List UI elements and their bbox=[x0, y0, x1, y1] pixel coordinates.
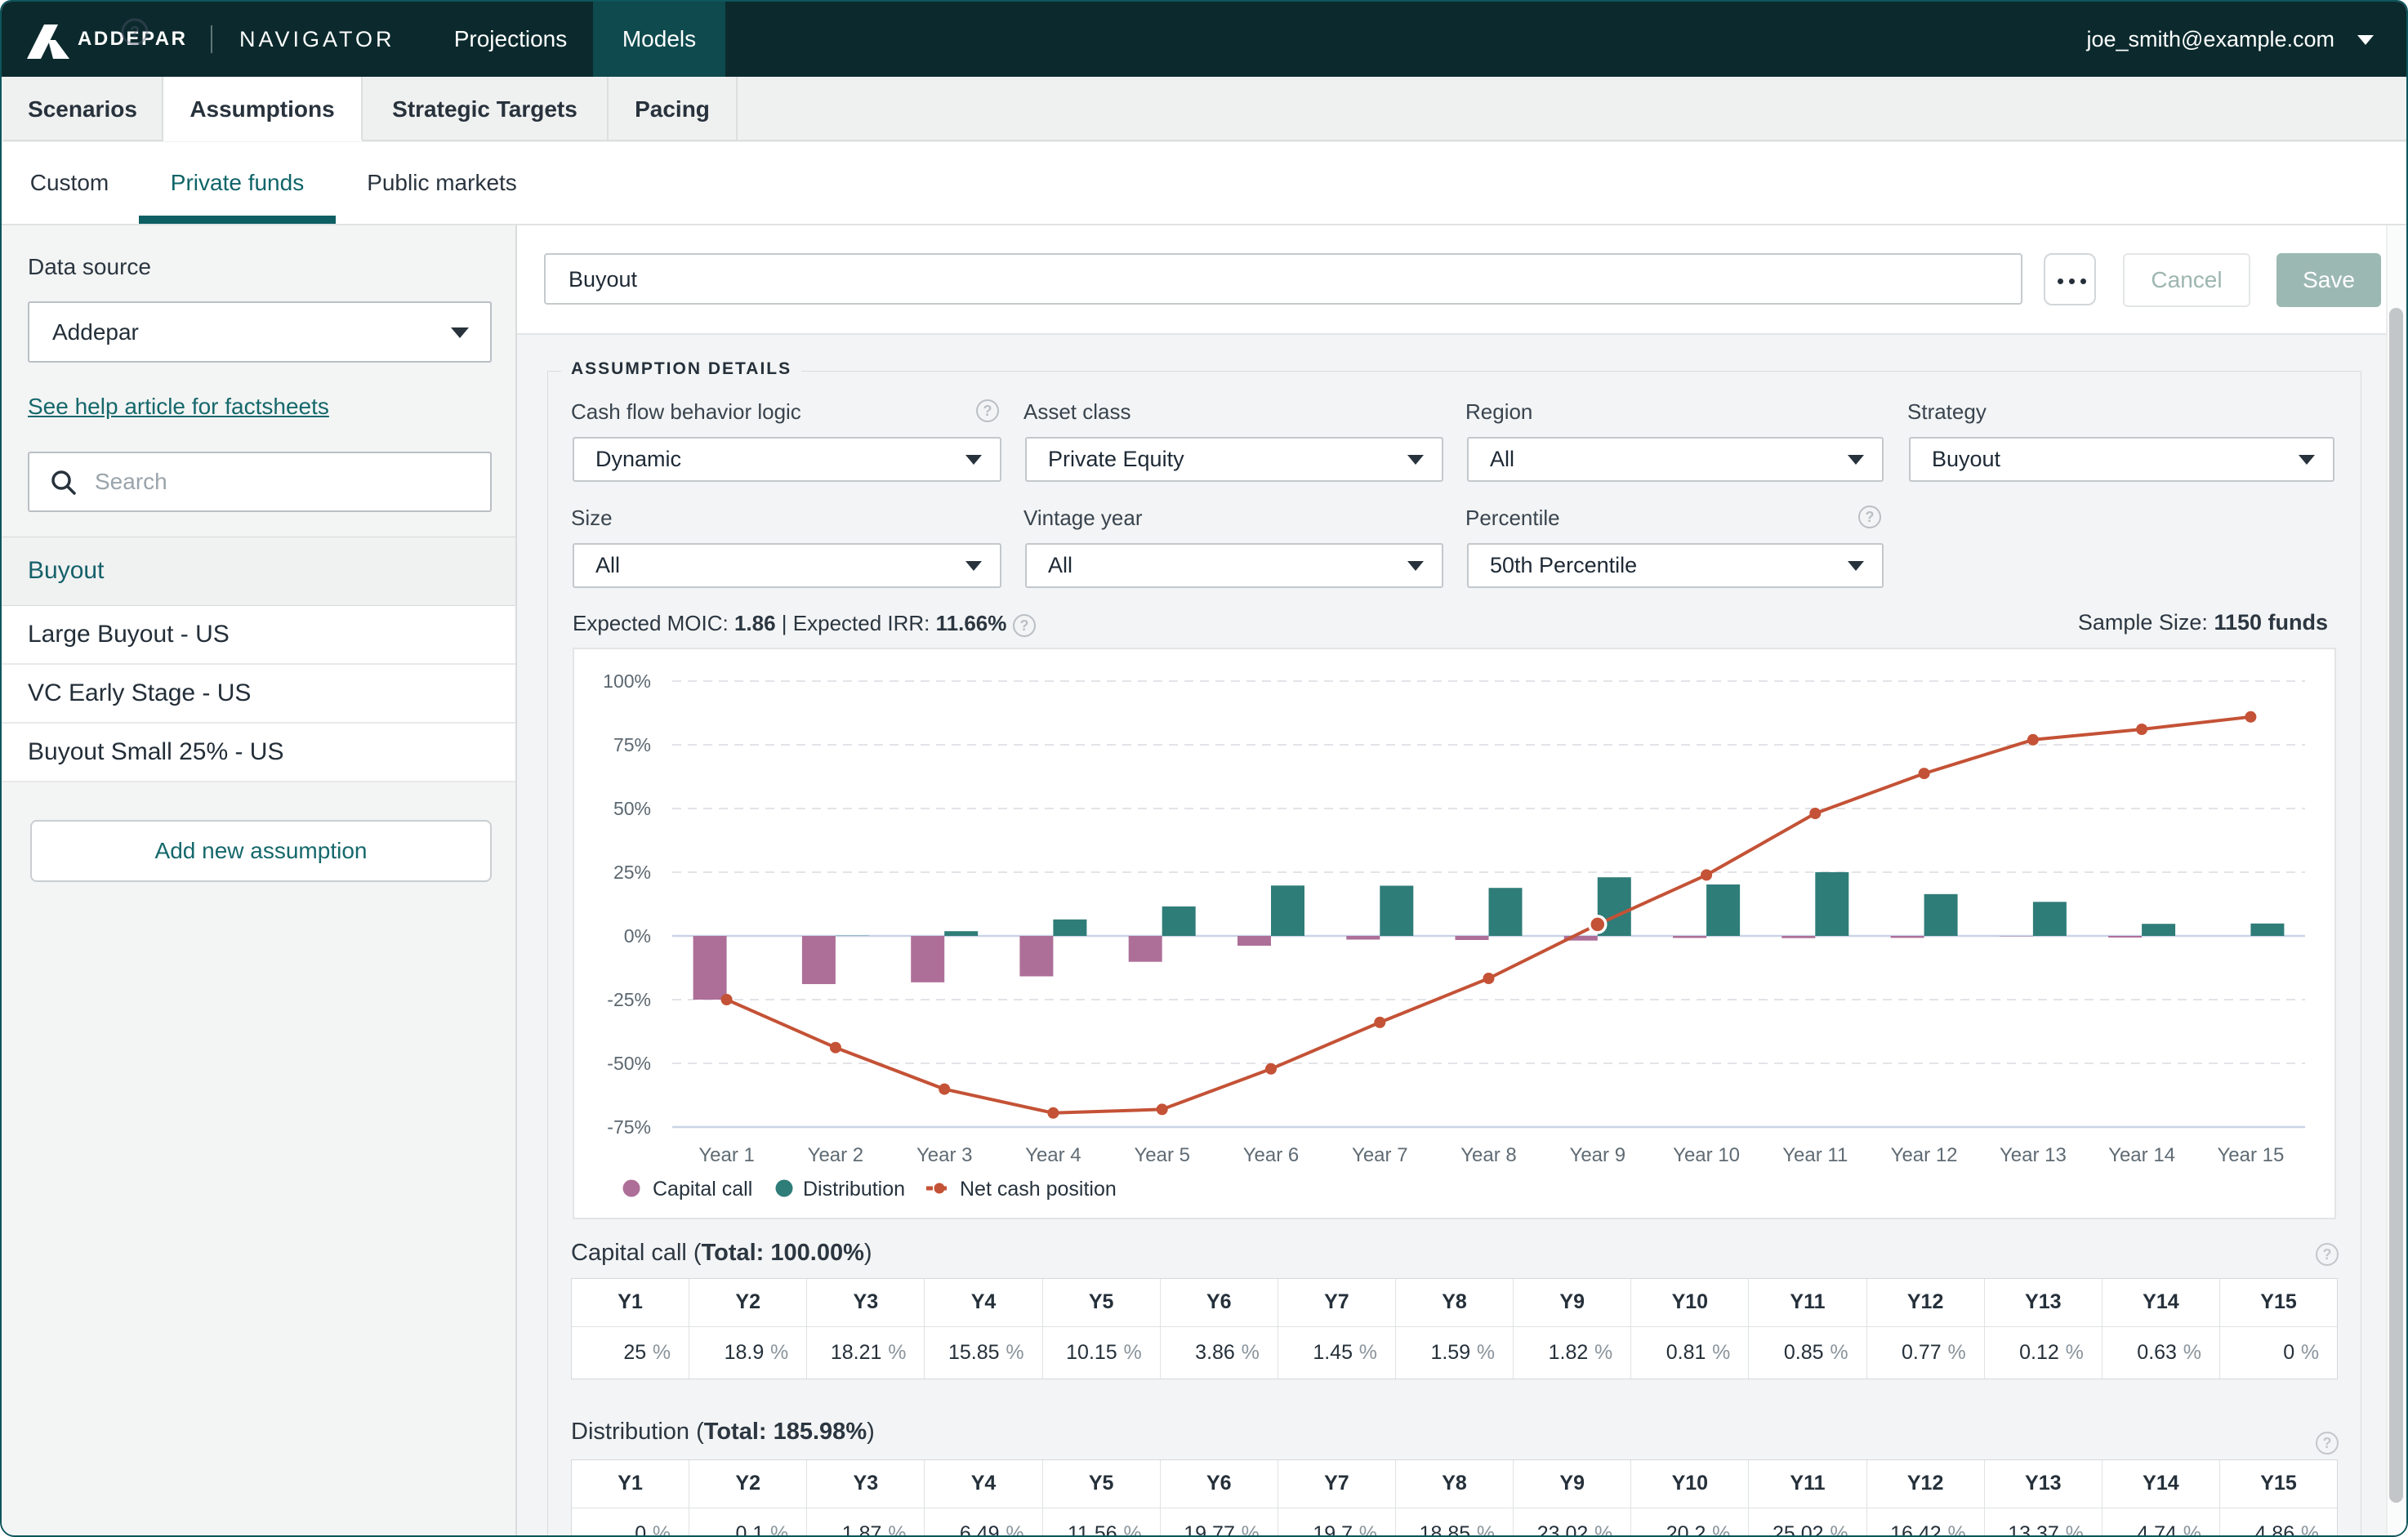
svg-text:-50%: -50% bbox=[607, 1053, 651, 1074]
svg-text:Year 4: Year 4 bbox=[1025, 1144, 1081, 1166]
svg-text:Year 13: Year 13 bbox=[2000, 1144, 2067, 1166]
svg-text:75%: 75% bbox=[613, 734, 651, 755]
svg-text:Year 15: Year 15 bbox=[2217, 1144, 2284, 1166]
svg-text:-75%: -75% bbox=[607, 1116, 651, 1138]
svg-text:Year 1: Year 1 bbox=[698, 1144, 755, 1166]
svg-text:-25%: -25% bbox=[607, 989, 651, 1010]
svg-text:Year 11: Year 11 bbox=[1782, 1144, 1848, 1166]
svg-text:Year 2: Year 2 bbox=[808, 1144, 864, 1166]
svg-text:50%: 50% bbox=[613, 798, 651, 819]
svg-text:Year 8: Year 8 bbox=[1460, 1144, 1517, 1166]
svg-text:25%: 25% bbox=[613, 862, 651, 883]
svg-text:Year 6: Year 6 bbox=[1243, 1144, 1300, 1166]
svg-text:Net cash position: Net cash position bbox=[960, 1178, 1117, 1201]
svg-text:Year 9: Year 9 bbox=[1570, 1144, 1626, 1166]
svg-text:Year 14: Year 14 bbox=[2108, 1144, 2175, 1166]
svg-text:?: ? bbox=[130, 24, 140, 42]
svg-text:Year 7: Year 7 bbox=[1352, 1144, 1408, 1166]
svg-text:Year 3: Year 3 bbox=[916, 1144, 973, 1166]
svg-text:Year 12: Year 12 bbox=[1891, 1144, 1958, 1166]
svg-text:Distribution: Distribution bbox=[803, 1178, 905, 1201]
svg-text:Year 10: Year 10 bbox=[1673, 1144, 1740, 1166]
svg-text:100%: 100% bbox=[603, 670, 651, 692]
svg-text:Capital call: Capital call bbox=[653, 1178, 752, 1201]
svg-text:0%: 0% bbox=[624, 925, 651, 947]
svg-text:Year 5: Year 5 bbox=[1134, 1144, 1190, 1166]
